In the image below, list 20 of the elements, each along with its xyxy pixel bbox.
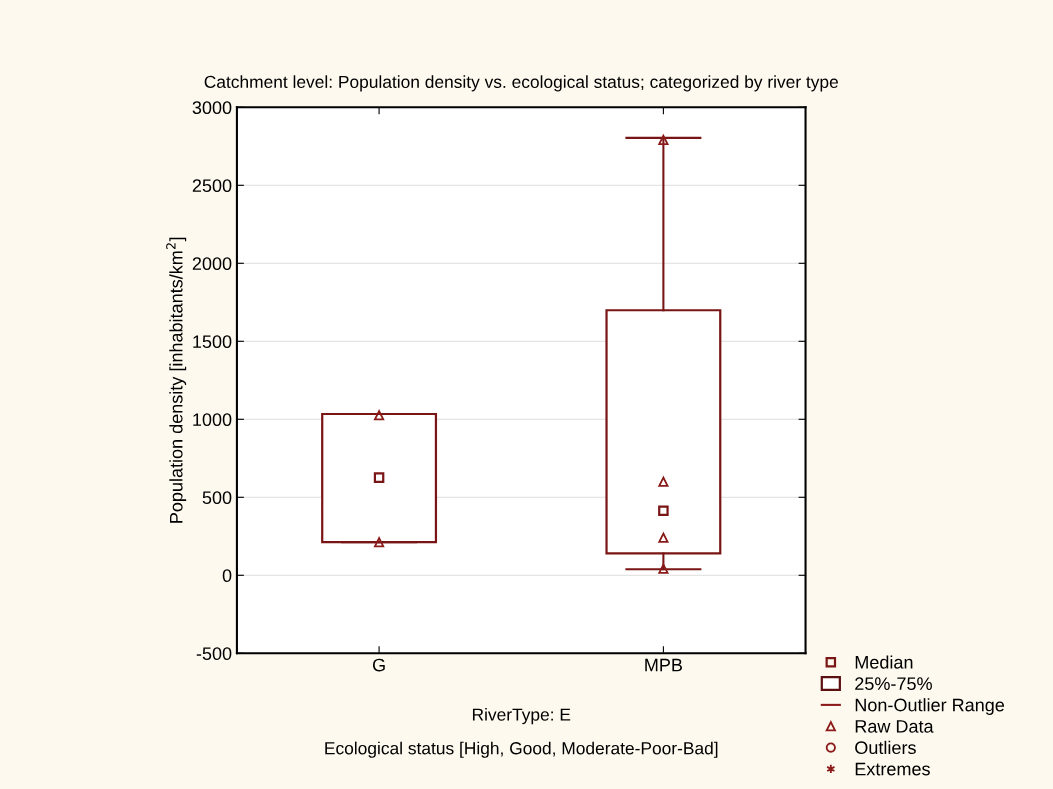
- x-tick-label: MPB: [645, 658, 682, 672]
- legend-label: Raw Data: [855, 720, 934, 733]
- x-axis-title: Ecological status [High, Good, Moderate-Poor-Bad]: [325, 741, 718, 758]
- chart-title: Catchment level: Population density vs. ecological status; categorized by river type: [204, 75, 838, 92]
- text: RiverType: E: [472, 707, 571, 725]
- y-tick-label: 2500: [192, 179, 232, 193]
- legend-label: 25%-75%: [855, 677, 932, 691]
- legend-label: Non-Outlier Range: [855, 698, 1005, 715]
- y-tick-label: 1500: [193, 335, 232, 349]
- legend-label: Outliers: [855, 740, 916, 755]
- y-tick-label: 1000: [193, 413, 232, 427]
- y-tick-label: 2000: [192, 257, 232, 271]
- legend-label: Extremes: [855, 762, 930, 776]
- y-axis-title: Population density [inhabitants/km$^{2}$]: [166, 237, 187, 523]
- x-tick-label: G: [372, 658, 385, 672]
- y-tick-label: 0: [222, 569, 232, 583]
- legend-label: Median: [855, 655, 913, 669]
- y-tick-label: 500: [202, 491, 232, 505]
- y-tick-label: -500: [196, 647, 232, 661]
- y-tick-label: 3000: [192, 101, 232, 115]
